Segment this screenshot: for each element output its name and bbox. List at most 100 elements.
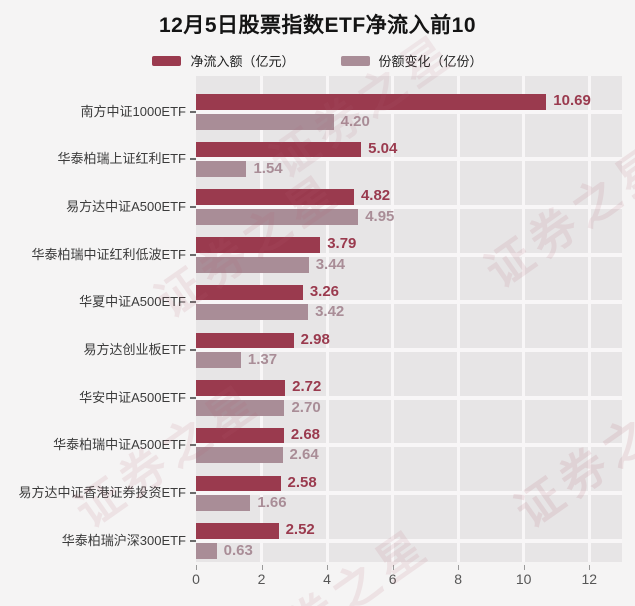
x-tick-label: 2: [257, 571, 266, 587]
y-tick-mark: [190, 253, 196, 256]
bar-share-change: [196, 352, 241, 368]
bar-value-net-inflow: 2.72: [292, 378, 322, 396]
y-tick-mark: [190, 492, 196, 495]
bar-value-share-change: 1.37: [247, 351, 278, 368]
category-label: 华泰柏瑞沪深300ETF: [61, 532, 186, 548]
x-tick-label: 10: [515, 571, 532, 587]
bar-value-net-inflow: 4.82: [360, 187, 391, 205]
bar-share-change: [196, 304, 309, 321]
gridline-vertical: [587, 76, 591, 562]
bar-net-inflow: [196, 189, 354, 205]
gridline-horizontal: [196, 348, 622, 352]
gridline-vertical: [391, 76, 395, 562]
category-label: 华泰柏瑞中证红利低波ETF: [31, 246, 186, 262]
y-tick-mark: [190, 539, 196, 542]
bar-share-change: [196, 256, 309, 273]
legend-swatch-share-change: [340, 55, 370, 66]
gridline-horizontal: [196, 300, 622, 305]
x-tick-mark: [458, 565, 460, 570]
category-label: 华安中证A500ETF: [79, 389, 186, 405]
bar-value-net-inflow: 5.04: [368, 139, 398, 157]
bar-net-inflow: [196, 284, 303, 301]
bar-net-inflow: [196, 427, 284, 444]
bar-share-change: [196, 447, 283, 464]
gridline-vertical: [456, 76, 460, 562]
bar-share-change: [196, 399, 285, 416]
x-tick-label: 4: [323, 571, 331, 587]
bar-value-net-inflow: 2.68: [290, 425, 321, 443]
gridline-horizontal: [196, 443, 622, 448]
bar-share-change: [196, 161, 247, 178]
legend-label-net-inflow: 净流入额（亿元）: [190, 54, 295, 69]
gridline-horizontal: [196, 395, 622, 400]
bar-value-net-inflow: 3.26: [309, 282, 340, 300]
y-tick-mark: [190, 349, 196, 351]
x-tick-label: 0: [192, 571, 200, 587]
y-tick-mark: [190, 110, 196, 113]
bar-value-share-change: 1.66: [257, 494, 287, 512]
chart-title: 12月5日股票指数ETF净流入前10: [158, 14, 477, 37]
bar-value-net-inflow: 10.69: [553, 92, 591, 109]
bar-value-net-inflow: 2.52: [285, 521, 315, 539]
y-tick-mark: [190, 158, 196, 161]
y-tick-mark: [190, 444, 196, 447]
gridline-horizontal: [196, 204, 622, 209]
legend-label-share-change: 份额变化（亿份）: [378, 54, 483, 69]
x-tick-mark: [327, 565, 329, 570]
bar-value-share-change: 3.44: [315, 255, 345, 273]
bar-value-net-inflow: 2.98: [300, 330, 330, 348]
bar-share-change: [196, 113, 334, 130]
category-label: 易方达中证A500ETF: [66, 198, 186, 214]
y-tick-mark: [190, 205, 196, 208]
category-label: 南方中证1000ETF: [80, 103, 186, 119]
category-label: 华泰柏瑞中证A500ETF: [53, 437, 186, 453]
bar-net-inflow: [196, 380, 286, 396]
gridline-horizontal: [196, 491, 622, 496]
y-tick-mark: [190, 396, 196, 399]
x-axis: 0 2 4 6 8 10 12: [0, 562, 635, 596]
legend-item-share-change: 份额变化（亿份）: [340, 51, 483, 70]
category-label: 易方达中证香港证券投资ETF: [18, 485, 186, 501]
bar-value-share-change: 4.20: [340, 112, 370, 130]
category-label: 易方达创业板ETF: [83, 342, 186, 357]
category-label: 华泰柏瑞上证红利ETF: [57, 151, 186, 167]
bar-value-share-change: 3.42: [315, 303, 345, 321]
gridline-vertical: [522, 76, 526, 562]
bar-value-net-inflow: 3.79: [327, 235, 357, 253]
bar-share-change: [196, 495, 251, 512]
bar-value-share-change: 4.95: [365, 207, 395, 225]
bar-net-inflow: [196, 475, 281, 492]
x-tick-label: 8: [454, 571, 463, 587]
chart-legend: 净流入额（亿元） 份额变化（亿份）: [0, 51, 635, 70]
x-tick-mark: [392, 565, 394, 570]
bar-share-change: [196, 208, 359, 225]
bar-value-share-change: 1.54: [253, 160, 283, 178]
legend-swatch-net-inflow: [152, 55, 182, 66]
x-tick-mark: [196, 565, 197, 570]
x-tick-mark: [523, 565, 525, 570]
gridline-vertical: [325, 76, 329, 562]
plot-area: 10.69 4.20 5.04 1.54 4.82 4.95 3.79 3.44 3.26 3.4…: [196, 76, 622, 562]
gridline-horizontal: [196, 252, 622, 257]
bar-net-inflow: [196, 94, 547, 110]
bar-net-inflow: [196, 237, 321, 253]
gridline-horizontal: [196, 109, 622, 114]
y-axis-labels: 南方中证1000ETF 华泰柏瑞上证红利ETF 易方达中证A500ETF 华泰柏瑞中证…: [0, 76, 196, 562]
category-label: 华夏中证A500ETF: [79, 294, 186, 310]
legend-item-net-inflow: 净流入额（亿元）: [152, 51, 295, 70]
bar-value-net-inflow: 2.58: [287, 473, 317, 491]
bar-net-inflow: [196, 141, 362, 158]
x-tick-mark: [261, 565, 263, 570]
x-tick-label: 6: [388, 571, 397, 587]
bar-net-inflow: [196, 332, 294, 348]
gridline-horizontal: [196, 538, 622, 543]
x-tick-label: 12: [581, 571, 598, 587]
gridline-horizontal: [196, 157, 622, 162]
bar-share-change: [196, 542, 217, 559]
bar-net-inflow: [196, 523, 279, 539]
y-tick-mark: [190, 301, 196, 304]
bar-value-share-change: 0.63: [223, 541, 253, 559]
bar-value-share-change: 2.64: [289, 446, 319, 464]
x-tick-mark: [589, 565, 591, 570]
